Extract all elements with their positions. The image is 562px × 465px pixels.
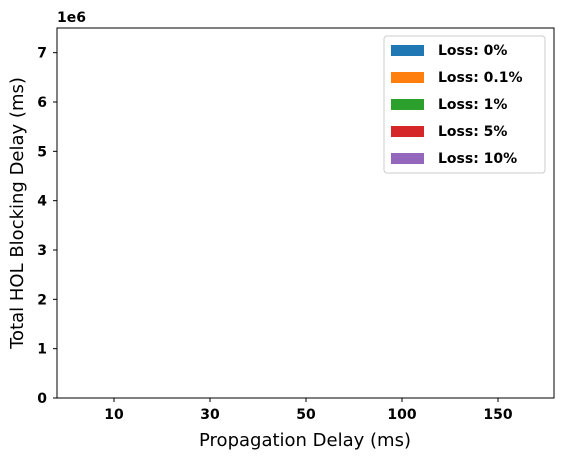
y-tick-label: 3 bbox=[37, 243, 47, 259]
legend-swatch bbox=[391, 72, 424, 83]
legend: Loss: 0% Loss: 0.1% Loss: 1% Loss: 5% Loss: … bbox=[384, 36, 545, 173]
legend-label: Loss: 1% bbox=[438, 97, 507, 113]
y-tick-label: 4 bbox=[37, 194, 47, 210]
y-tick-label: 5 bbox=[37, 144, 47, 160]
legend-swatch bbox=[391, 153, 424, 164]
y-tick-label: 6 bbox=[37, 95, 47, 111]
x-tick-label: 50 bbox=[296, 407, 316, 423]
y-tick-label: 7 bbox=[37, 46, 47, 62]
y-tick-label: 1 bbox=[37, 342, 47, 358]
y-axis-title: Total HOL Blocking Delay (ms) bbox=[7, 77, 28, 350]
x-tick-label: 10 bbox=[104, 407, 124, 423]
x-axis: 10 30 50 100 150 bbox=[104, 398, 513, 423]
x-axis-title: Propagation Delay (ms) bbox=[199, 430, 411, 451]
x-tick-label: 150 bbox=[483, 407, 512, 423]
legend-swatch bbox=[391, 126, 424, 137]
legend-label: Loss: 0.1% bbox=[438, 70, 523, 86]
y-axis: 0 1 2 3 4 5 6 7 bbox=[37, 46, 57, 407]
legend-label: Loss: 0% bbox=[438, 43, 507, 59]
legend-swatch bbox=[391, 99, 424, 110]
y-tick-label: 2 bbox=[37, 292, 47, 308]
x-tick-label: 30 bbox=[200, 407, 220, 423]
legend-label: Loss: 10% bbox=[438, 151, 517, 167]
y-tick-label: 0 bbox=[37, 391, 47, 407]
y-multiplier-label: 1e6 bbox=[57, 10, 86, 26]
legend-label: Loss: 5% bbox=[438, 124, 507, 140]
x-tick-label: 100 bbox=[387, 407, 416, 423]
legend-swatch bbox=[391, 45, 424, 56]
